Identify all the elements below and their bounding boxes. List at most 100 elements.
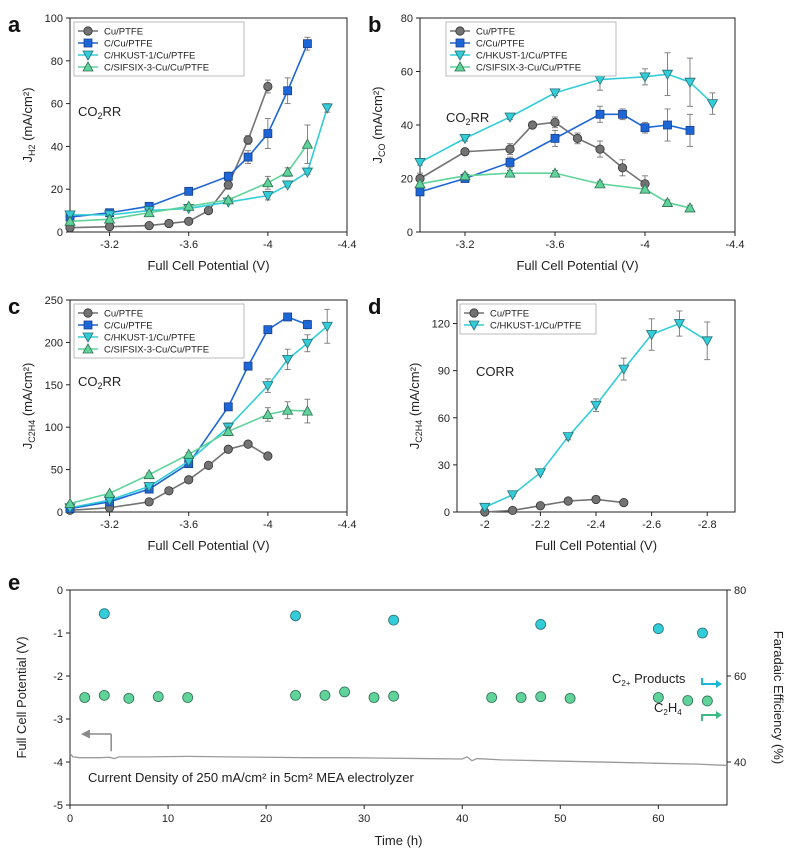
- data-point: [262, 191, 274, 202]
- x-tick-label: -3.2: [100, 239, 119, 251]
- legend-swatch-marker: [82, 343, 94, 354]
- legend-swatch-marker: [83, 26, 93, 36]
- data-point: [263, 81, 273, 92]
- data-point: [684, 202, 696, 213]
- x-tick-label: 40: [456, 813, 468, 825]
- data-point: [283, 86, 293, 96]
- y-tick-label: 200: [45, 337, 63, 349]
- y-tick-label: -3: [53, 714, 63, 726]
- y-tick-label: 0: [407, 227, 413, 239]
- data-point: [640, 123, 650, 133]
- data-point: [262, 176, 274, 188]
- y-axis-label-main: J: [20, 156, 35, 163]
- data-point: [645, 330, 658, 341]
- x-tick-label: -4: [263, 519, 273, 531]
- y-axis-label: JCO (mA/cm²): [370, 86, 387, 163]
- x-tick-label: -4.4: [338, 519, 357, 531]
- series-cyan: [64, 103, 333, 221]
- c2h4-fe-point: [182, 692, 194, 703]
- panel-b: b -3.2 -3.6 -4 -4.4 0 20 40 60 80 Full Cell Potent…: [368, 12, 744, 273]
- y-axis-label: JH2 (mA/cm²): [20, 87, 37, 162]
- data-point: [563, 496, 573, 506]
- data-point: [243, 439, 253, 449]
- data-point: [281, 404, 294, 415]
- legend-box: [73, 21, 245, 77]
- data-point: [243, 361, 253, 371]
- data-point: [301, 138, 314, 149]
- data-point: [504, 167, 516, 178]
- annotation-subscript: 2: [98, 381, 103, 391]
- data-point: [321, 103, 333, 114]
- data-point: [459, 170, 471, 181]
- y2-tick-label: 60: [734, 671, 746, 683]
- c2h4-label-mid: H: [668, 700, 677, 715]
- c2h4-fe-point: [701, 695, 713, 707]
- y-tick-label: 50: [51, 465, 63, 477]
- x-tick-label: -3.6: [179, 239, 198, 251]
- c2h4-fe-point: [682, 695, 694, 706]
- x-axis-label: Full Cell Potential (V): [147, 258, 269, 273]
- y-tick-label: 80: [51, 56, 63, 68]
- c2h4-fe-point: [79, 692, 91, 703]
- data-point: [590, 400, 602, 412]
- c2h4-fe-point: [123, 692, 135, 704]
- data-point: [164, 218, 174, 229]
- data-point: [534, 468, 547, 479]
- data-point: [164, 486, 174, 496]
- data-point: [303, 39, 312, 49]
- current-density-annotation: Current Density of 250 mA/cm² in 5cm² ME…: [88, 770, 414, 785]
- y-tick-label: 60: [438, 413, 450, 425]
- y-tick-label: 90: [438, 366, 450, 378]
- data-point: [706, 99, 719, 110]
- x-tick-label: 20: [260, 813, 272, 825]
- legend-box: [459, 303, 597, 335]
- y-tick-label: 0: [57, 585, 63, 597]
- data-point: [506, 490, 519, 501]
- legend-swatch-marker: [83, 308, 93, 318]
- y-tick-label: 250: [45, 295, 63, 307]
- c2plus-label-main: C: [612, 671, 621, 686]
- data-point: [103, 487, 116, 498]
- annotation-main: CORR: [476, 364, 514, 379]
- series-gray: [65, 79, 273, 233]
- data-point: [184, 475, 194, 485]
- data-point: [203, 206, 214, 216]
- c2h4-label-sub1: 2: [663, 708, 668, 717]
- y-axis-label-main: J: [370, 157, 385, 164]
- data-point: [562, 432, 574, 443]
- annotation-tail: RR: [103, 374, 122, 389]
- data-point: [321, 321, 333, 333]
- series-cyan: [479, 310, 713, 514]
- x-tick-label: 60: [652, 813, 664, 825]
- x-tick-label: -4.4: [726, 239, 745, 251]
- series-line: [484, 322, 708, 509]
- c2h4-fe-point: [319, 689, 331, 701]
- y-tick-label: 0: [444, 507, 450, 519]
- x-tick-label: -2.8: [698, 519, 717, 531]
- data-point: [701, 336, 713, 347]
- x-tick-label: -3.2: [456, 239, 475, 251]
- data-point: [281, 166, 294, 177]
- data-point: [639, 183, 651, 194]
- annotation-subscript: 2: [466, 117, 471, 127]
- panel-label-d: d: [368, 294, 381, 319]
- legend-entry: C/HKUST-1/Cu/PTFE: [104, 333, 195, 344]
- annotation-main: CO: [78, 104, 98, 119]
- data-point: [594, 178, 606, 189]
- legend-swatch-marker: [82, 50, 94, 61]
- y-tick-label: 30: [438, 460, 450, 472]
- data-point: [103, 213, 116, 224]
- c2plus-label-tail: Products: [631, 671, 686, 686]
- legend-entry: Cu/PTFE: [490, 309, 529, 320]
- y-tick-label: 150: [45, 380, 63, 392]
- y-tick-label: 120: [432, 319, 450, 331]
- data-point: [64, 497, 76, 508]
- x-tick-label: 30: [358, 813, 370, 825]
- data-point: [223, 180, 233, 190]
- legend-entry: Cu/PTFE: [476, 27, 515, 38]
- y-axis-label-unit: (mA/cm²): [20, 363, 35, 420]
- data-point: [414, 178, 426, 189]
- data-point: [572, 133, 583, 143]
